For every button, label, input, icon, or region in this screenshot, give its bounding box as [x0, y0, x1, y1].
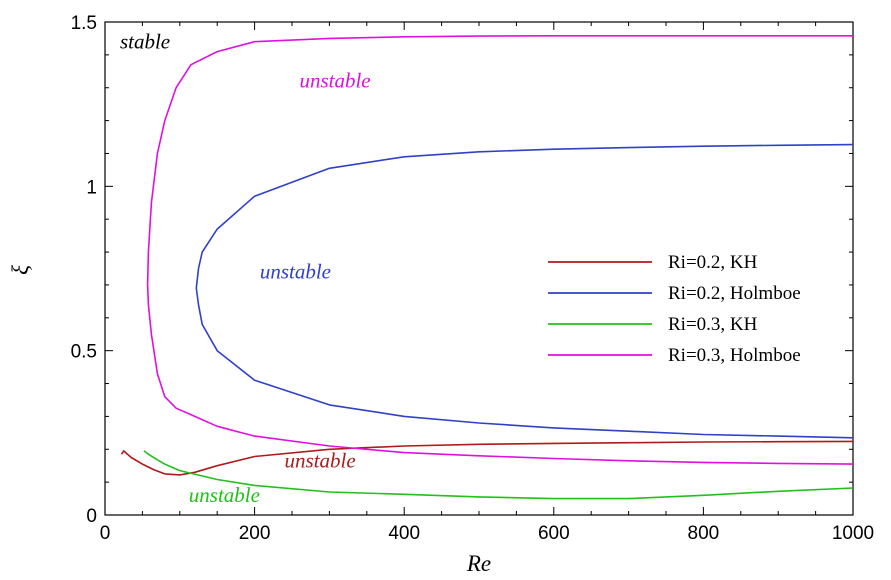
region-label: unstable: [299, 69, 370, 93]
y-tick-label: 0.5: [71, 342, 97, 363]
legend-label: Ri=0.2, Holmboe: [668, 283, 801, 304]
x-axis-label: Re: [466, 551, 491, 576]
legend: Ri=0.2, KH Ri=0.2, Holmboe Ri=0.3, KH Ri=0.…: [548, 252, 801, 366]
y-axis-label: ξ: [8, 265, 33, 275]
x-tick-label: 400: [388, 523, 420, 544]
legend-label: Ri=0.2, KH: [668, 252, 758, 273]
series-line: [195, 143, 854, 439]
y-tick-label: 1.5: [71, 13, 97, 34]
x-tick-label: 600: [538, 523, 570, 544]
legend-label: Ri=0.3, Holmboe: [668, 345, 801, 366]
annotation-layer: stable unstable unstable unstable unstable: [120, 29, 371, 507]
y-tick-label: 0: [86, 506, 97, 527]
region-label: unstable: [260, 259, 331, 283]
axes: 0 200 400 600 800 1000 0 0.5 1 1.5: [71, 13, 875, 544]
y-tick-label: 1: [86, 177, 97, 198]
series-layer: [120, 35, 854, 500]
region-label: stable: [120, 29, 170, 53]
x-tick-label: 800: [688, 523, 720, 544]
region-label: unstable: [285, 448, 356, 472]
series-line: [120, 440, 854, 476]
x-tick-label: 1000: [832, 523, 874, 544]
region-label: unstable: [189, 483, 260, 507]
legend-label: Ri=0.3, KH: [668, 314, 758, 335]
x-tick-label: 200: [239, 523, 271, 544]
x-tick-label: 0: [100, 523, 111, 544]
series-line: [146, 35, 854, 465]
series-line: [143, 450, 854, 500]
